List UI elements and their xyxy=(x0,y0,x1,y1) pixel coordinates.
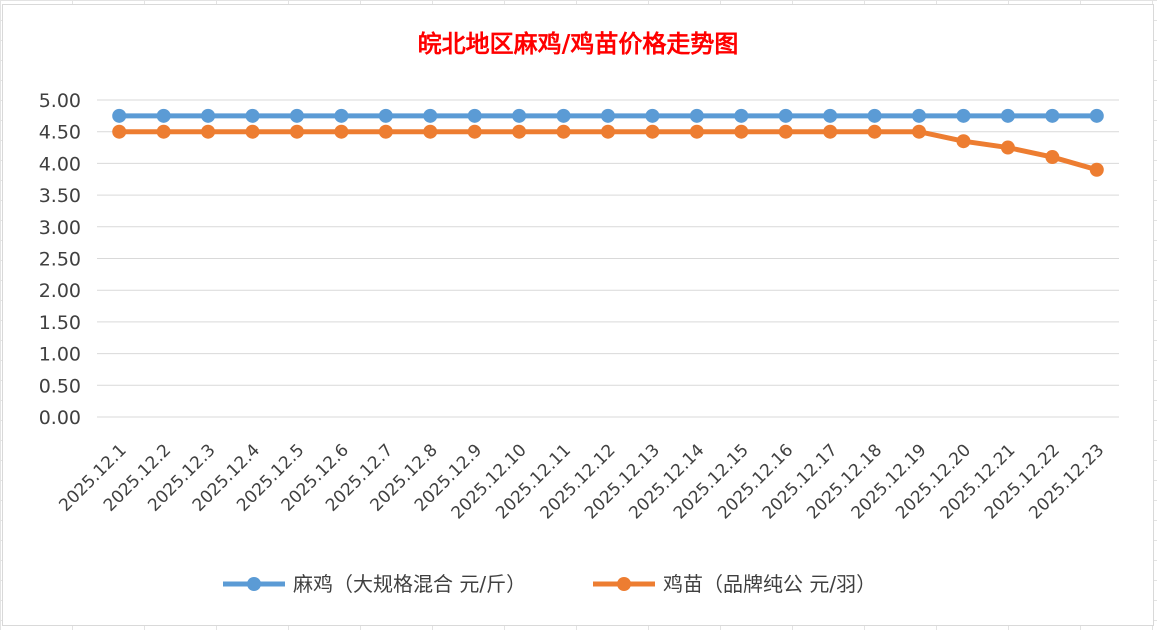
y-axis-ticks: 0.00 0.50 1.00 1.50 2.00 2.50 3.00 3.50 4.00 4.50… xyxy=(39,90,81,429)
data-point[interactable] xyxy=(423,108,438,123)
data-point[interactable] xyxy=(156,124,171,139)
chart-title: 皖北地区麻鸡/鸡苗价格走势图 xyxy=(418,29,739,58)
data-point[interactable] xyxy=(867,124,882,139)
data-point[interactable] xyxy=(867,108,882,123)
data-point[interactable] xyxy=(823,124,838,139)
data-point[interactable] xyxy=(689,108,704,123)
y-tick-label: 2.00 xyxy=(39,280,81,302)
y-tick-label: 0.00 xyxy=(39,407,81,429)
data-point[interactable] xyxy=(1045,150,1060,165)
y-tick-label: 4.50 xyxy=(39,122,81,144)
y-tick-label: 1.00 xyxy=(39,344,81,366)
data-point[interactable] xyxy=(645,108,660,123)
data-point[interactable] xyxy=(467,124,482,139)
data-point[interactable] xyxy=(689,124,704,139)
data-point[interactable] xyxy=(467,108,482,123)
data-point[interactable] xyxy=(245,124,260,139)
y-tick-label: 0.50 xyxy=(39,375,81,397)
data-point[interactable] xyxy=(512,108,527,123)
data-point[interactable] xyxy=(823,108,838,123)
data-point[interactable] xyxy=(112,124,127,139)
data-point[interactable] xyxy=(245,108,260,123)
data-point[interactable] xyxy=(1089,162,1104,177)
legend-marker xyxy=(617,577,631,591)
legend-marker xyxy=(247,577,261,591)
series-1 xyxy=(112,124,1104,177)
data-point[interactable] xyxy=(778,124,793,139)
data-point[interactable] xyxy=(1089,108,1104,123)
data-point[interactable] xyxy=(112,108,127,123)
data-point[interactable] xyxy=(289,108,304,123)
data-point[interactable] xyxy=(423,124,438,139)
y-tick-label: 1.50 xyxy=(39,312,81,334)
data-point[interactable] xyxy=(556,108,571,123)
data-point[interactable] xyxy=(601,124,615,139)
series-0 xyxy=(112,108,1104,123)
chart-area[interactable]: 皖北地区麻鸡/鸡苗价格走势图 0.00 0.50 1.00 1.50 2.00 2.50 3… xyxy=(2,4,1154,626)
data-point[interactable] xyxy=(601,108,615,123)
gridlines xyxy=(97,99,1119,418)
data-point[interactable] xyxy=(1000,140,1015,155)
legend-label: 麻鸡（大规格混合 元/斤） xyxy=(293,572,526,596)
data-point[interactable] xyxy=(778,108,793,123)
data-point[interactable] xyxy=(1045,108,1060,123)
data-point[interactable] xyxy=(956,134,971,149)
data-point[interactable] xyxy=(201,108,216,123)
y-tick-label: 3.00 xyxy=(39,217,81,239)
legend: 麻鸡（大规格混合 元/斤） 鸡苗（品牌纯公 元/羽） xyxy=(223,572,876,596)
data-point[interactable] xyxy=(201,124,216,139)
data-point[interactable] xyxy=(378,108,393,123)
x-axis-ticks: 2025.12.12025.12.22025.12.32025.12.42025… xyxy=(55,440,1108,523)
data-point[interactable] xyxy=(1000,108,1015,123)
y-tick-label: 5.00 xyxy=(39,90,81,112)
data-point[interactable] xyxy=(645,124,660,139)
data-point[interactable] xyxy=(912,108,927,123)
y-tick-label: 3.50 xyxy=(39,185,81,207)
data-point[interactable] xyxy=(734,108,749,123)
data-point[interactable] xyxy=(956,108,971,123)
data-point[interactable] xyxy=(334,124,349,139)
data-point[interactable] xyxy=(556,124,571,139)
y-tick-label: 2.50 xyxy=(39,249,81,271)
data-point[interactable] xyxy=(512,124,527,139)
data-point[interactable] xyxy=(156,108,171,123)
legend-label: 鸡苗（品牌纯公 元/羽） xyxy=(663,572,876,596)
y-tick-label: 4.00 xyxy=(39,153,81,175)
data-point[interactable] xyxy=(334,108,349,123)
data-point[interactable] xyxy=(289,124,304,139)
line-chart: 皖北地区麻鸡/鸡苗价格走势图 0.00 0.50 1.00 1.50 2.00 2.50 3… xyxy=(39,29,1119,596)
series-layer xyxy=(112,108,1104,177)
legend-item-1[interactable]: 鸡苗（品牌纯公 元/羽） xyxy=(593,572,876,596)
data-point[interactable] xyxy=(734,124,749,139)
data-point[interactable] xyxy=(912,124,927,139)
data-point[interactable] xyxy=(378,124,393,139)
legend-item-0[interactable]: 麻鸡（大规格混合 元/斤） xyxy=(223,572,526,596)
